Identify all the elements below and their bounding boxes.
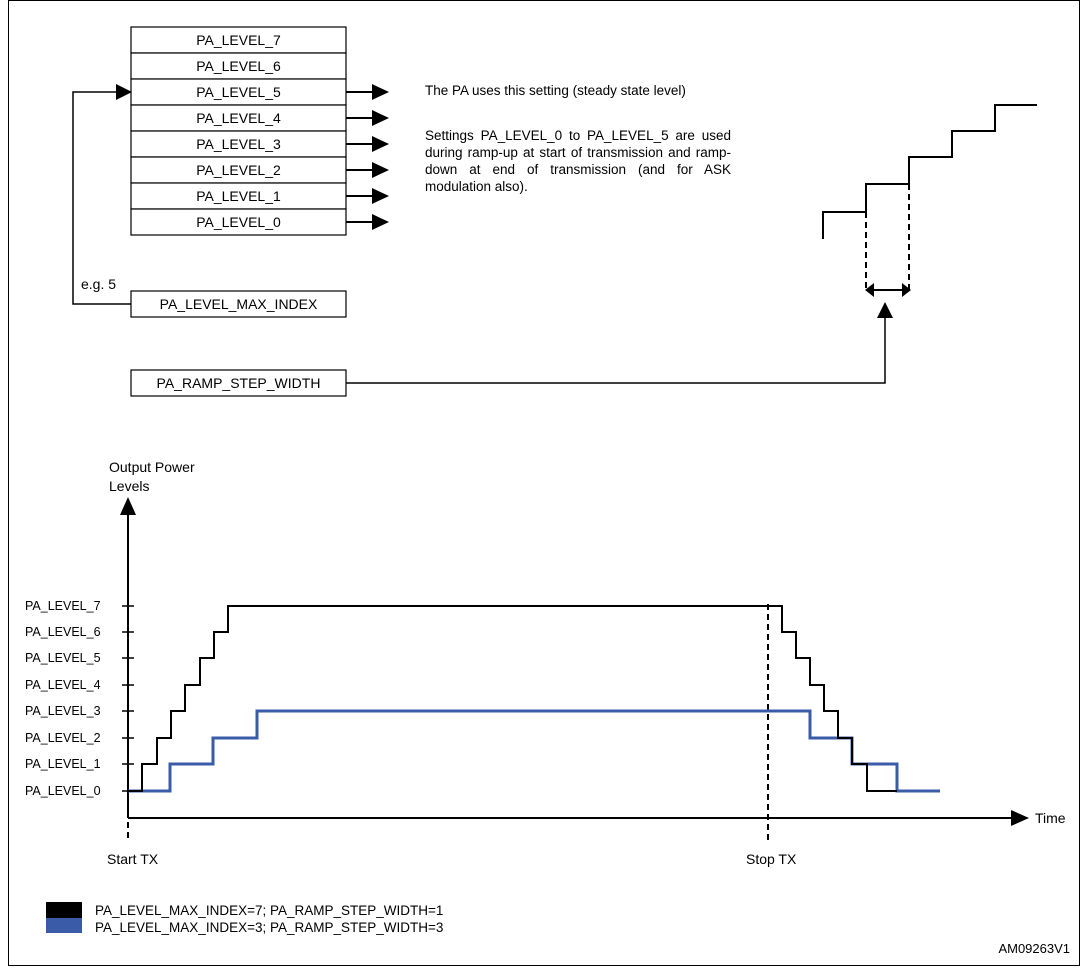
- register-label: PA_LEVEL_7: [196, 32, 281, 48]
- trace-max-index-7: [128, 605, 897, 792]
- legend-label: PA_LEVEL_MAX_INDEX=3; PA_RAMP_STEP_WIDTH…: [95, 920, 443, 935]
- ramp-usage-note: Settings PA_LEVEL_0 to PA_LEVEL_5 are us…: [425, 128, 731, 194]
- y-tick-label: PA_LEVEL_0: [25, 784, 101, 798]
- register-pa-level-2: PA_LEVEL_2: [130, 156, 347, 184]
- register-label: PA_LEVEL_4: [196, 110, 281, 126]
- x-axis-title: Time: [1035, 810, 1066, 826]
- legend-item-blue: PA_LEVEL_MAX_INDEX=3; PA_RAMP_STEP_WIDTH…: [46, 918, 443, 935]
- output-arrow: [346, 188, 389, 204]
- register-output-arrows: [346, 84, 389, 230]
- y-tick-label: PA_LEVEL_1: [25, 757, 101, 771]
- register-label: PA_LEVEL_5: [196, 84, 281, 100]
- output-power-chart: Output Power Levels Time PA_LEVEL_0 PA_L…: [25, 459, 1066, 867]
- max-index-label: PA_LEVEL_MAX_INDEX: [160, 296, 318, 312]
- y-tick-label: PA_LEVEL_5: [25, 651, 101, 665]
- step-detail: [822, 104, 1037, 297]
- register-pa-level-6: PA_LEVEL_6: [130, 52, 347, 80]
- y-tick-label: PA_LEVEL_7: [25, 599, 101, 613]
- register-pa-level-5: PA_LEVEL_5: [130, 78, 347, 106]
- y-axis-arrow: [120, 497, 136, 515]
- output-arrow: [346, 214, 389, 230]
- y-tick-label: PA_LEVEL_3: [25, 704, 101, 718]
- register-label: PA_LEVEL_3: [196, 136, 281, 152]
- trace-max-index-3: [128, 709, 940, 793]
- ramp-step-label: PA_RAMP_STEP_WIDTH: [157, 375, 321, 391]
- y-level-labels: PA_LEVEL_0 PA_LEVEL_1 PA_LEVEL_2 PA_LEVE…: [25, 599, 101, 798]
- y-tick-label: PA_LEVEL_4: [25, 678, 101, 692]
- register-pa-level-1: PA_LEVEL_1: [130, 182, 347, 210]
- start-tx-label: Start TX: [107, 851, 159, 867]
- example-label: e.g. 5: [81, 276, 116, 292]
- x-axis-arrow: [1011, 810, 1029, 826]
- y-level-ticks: [122, 605, 134, 792]
- y-tick-label: PA_LEVEL_2: [25, 731, 101, 745]
- y-axis-title-line1: Output Power: [109, 459, 195, 475]
- legend-swatch-black: [46, 902, 82, 918]
- output-arrow: [346, 162, 389, 178]
- figure-id: AM09263V1: [998, 941, 1070, 956]
- steady-state-note: The PA uses this setting (steady state l…: [425, 83, 686, 98]
- register-stack: PA_LEVEL_7 PA_LEVEL_6 PA_LEVEL_5 PA_LEVE…: [130, 26, 347, 236]
- legend-item-black: PA_LEVEL_MAX_INDEX=7; PA_RAMP_STEP_WIDTH…: [46, 902, 443, 918]
- register-pa-level-3: PA_LEVEL_3: [130, 130, 347, 158]
- max-index-pointer: e.g. 5: [72, 84, 132, 305]
- ramp-step-pointer: [346, 302, 893, 384]
- legend-swatch-blue: [46, 918, 82, 933]
- stop-tx-label: Stop TX: [746, 851, 797, 867]
- register-label: PA_LEVEL_0: [196, 214, 281, 230]
- y-axis-title-line2: Levels: [109, 478, 149, 494]
- register-pa-level-0: PA_LEVEL_0: [130, 208, 347, 236]
- register-pa-level-4: PA_LEVEL_4: [130, 104, 347, 132]
- register-label: PA_LEVEL_6: [196, 58, 281, 74]
- output-arrow: [346, 110, 389, 126]
- ramp-step-register: PA_RAMP_STEP_WIDTH: [130, 369, 347, 397]
- legend: PA_LEVEL_MAX_INDEX=7; PA_RAMP_STEP_WIDTH…: [46, 902, 443, 935]
- register-pa-level-7: PA_LEVEL_7: [130, 26, 347, 54]
- register-label: PA_LEVEL_2: [196, 162, 281, 178]
- legend-label: PA_LEVEL_MAX_INDEX=7; PA_RAMP_STEP_WIDTH…: [95, 903, 443, 918]
- register-label: PA_LEVEL_1: [196, 188, 281, 204]
- y-tick-label: PA_LEVEL_6: [25, 625, 101, 639]
- output-arrow: [346, 136, 389, 152]
- output-arrow: [346, 84, 389, 100]
- max-index-register: PA_LEVEL_MAX_INDEX: [130, 290, 347, 318]
